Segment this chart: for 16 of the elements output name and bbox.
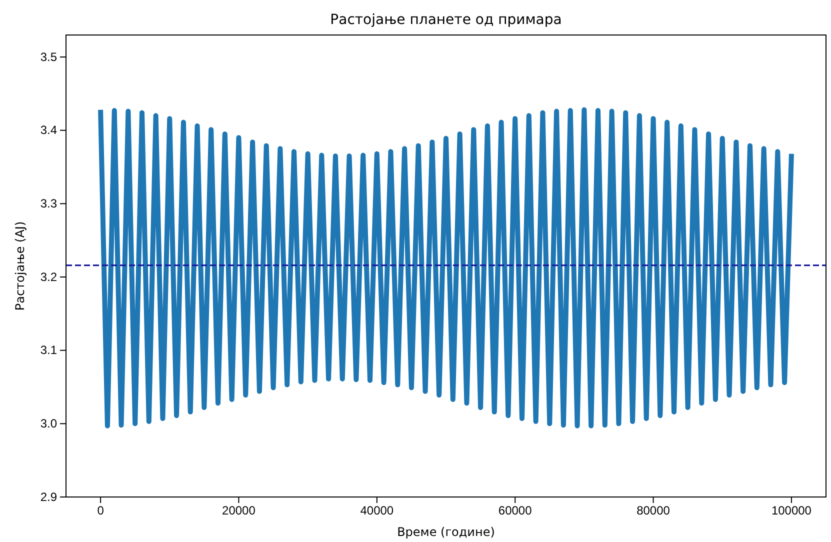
x-tick-label: 0 xyxy=(97,504,104,518)
y-axis-title: Растојање (AJ) xyxy=(13,221,27,311)
x-tick-label: 20000 xyxy=(222,504,256,518)
chart-title: Растојање планете од примара xyxy=(330,12,562,28)
x-tick-label: 80000 xyxy=(636,504,670,518)
y-tick-label: 3.0 xyxy=(40,416,58,431)
y-tick-label: 3.1 xyxy=(40,343,58,358)
x-axis-title: Време (године) xyxy=(397,525,495,539)
y-tick-label: 3.3 xyxy=(40,196,58,211)
y-tick-label: 3.2 xyxy=(40,270,58,284)
x-tick-label: 40000 xyxy=(360,504,394,518)
y-tick-label: 3.5 xyxy=(40,50,58,64)
x-tick-label: 60000 xyxy=(498,504,532,518)
y-tick-label: 3.4 xyxy=(40,123,58,138)
x-tick-label: 100000 xyxy=(771,504,812,518)
y-tick-label: 2.9 xyxy=(40,490,58,504)
